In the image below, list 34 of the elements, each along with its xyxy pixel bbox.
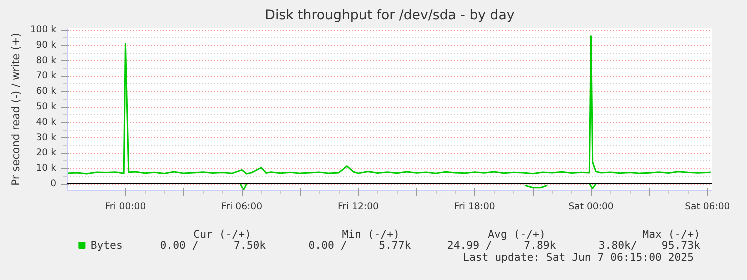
x-tick-label: Fri 06:00 (222, 202, 263, 212)
text: Min (-/+) (342, 228, 400, 241)
x-tick-label: Fri 12:00 (338, 202, 380, 212)
text: 5.77k (379, 239, 412, 252)
y-tick-label: 10 k (36, 163, 58, 174)
text: 7.50k (234, 239, 267, 252)
y-tick-label: 100 k (30, 24, 58, 36)
y-tick-label: 0 (50, 178, 57, 190)
text: 0.00 / (160, 239, 199, 252)
y-tick-label: 70 k (36, 70, 58, 82)
y-tick-label: 90 k (36, 40, 58, 51)
y-tick-label: 60 k (36, 86, 58, 98)
x-tick-label: Fri 00:00 (105, 202, 146, 212)
y-tick-label: 80 k (36, 55, 58, 66)
y-axis-title: Pr second read (-) / write (+) (9, 33, 22, 186)
text: Cur (-/+) (194, 228, 252, 241)
text: 95.73k (662, 239, 701, 252)
y-tick-label: 20 k (36, 148, 58, 159)
text: 0.00 / (308, 239, 348, 252)
chart-title: Disk throughput for /dev/sda - by day (265, 8, 515, 24)
text: 3.80k/ (598, 239, 638, 252)
y-tick-label: 30 k (36, 132, 58, 144)
line-series (68, 35, 712, 175)
y-tick-label: 50 k (36, 102, 58, 113)
x-tick-label: Sat 00:00 (568, 202, 614, 212)
x-tick-label: Fri 18:00 (454, 202, 496, 212)
x-tick-label: Sat 06:00 (685, 202, 730, 212)
text: 24.99 / (447, 239, 492, 252)
y-tick-label: 40 k (36, 116, 58, 128)
legend-label: Bytes (90, 239, 123, 252)
text: Max (-/+) (642, 228, 700, 241)
text: 7.89k (524, 239, 557, 252)
text: Last update: Sat Jun 7 06:15:00 2025 (463, 251, 694, 264)
text: Avg (-/+) (488, 228, 546, 241)
